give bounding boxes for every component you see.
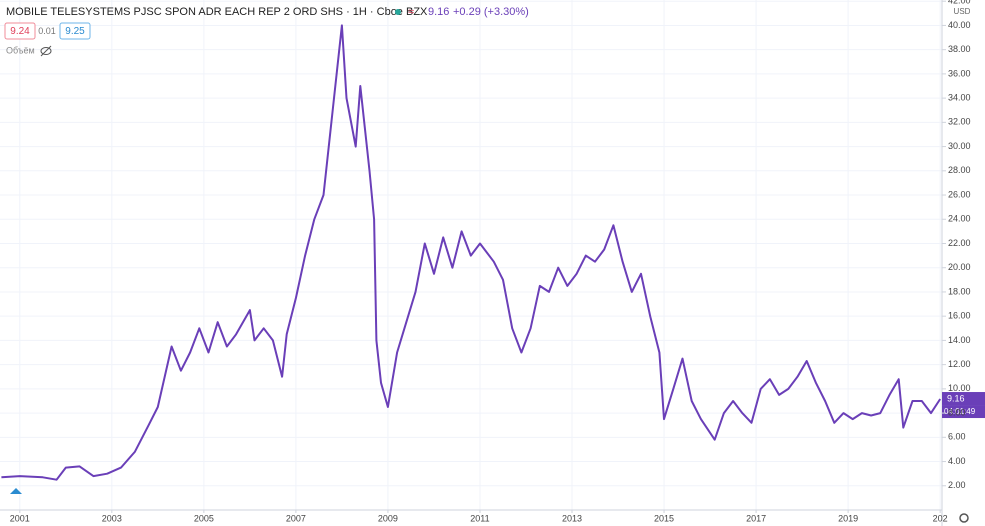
spread: 0.01 [38,26,56,36]
ask-box[interactable] [59,22,91,40]
status-dot [395,9,401,15]
x-tick-label: 2007 [286,513,306,523]
last-price: 9.16 [428,6,449,18]
y-tick-label: 30.00 [948,141,971,151]
bid: 9.24 [10,26,30,37]
last-price-tag [942,392,985,406]
volume-label: Объём [6,45,35,55]
y-tick-label: 34.00 [948,92,971,102]
y-tick-label: 40.00 [948,20,971,30]
x-tick-label: 2019 [838,513,858,523]
x-tick-label: 2017 [746,513,766,523]
x-tick-label: 2009 [378,513,398,523]
ask: 9.25 [65,26,85,37]
countdown-tag [942,405,985,419]
y-tick-label: 20.00 [948,262,971,272]
y-tick-label: 28.00 [948,165,971,175]
y-tick-label: 2.00 [948,480,966,490]
grid [0,0,942,510]
logo [10,488,22,494]
countdown-label: 04:01:49 [944,407,976,416]
hide-icon[interactable] [40,45,52,57]
x-tick-label: 2005 [194,513,214,523]
price-line [1,24,942,481]
settings-icon[interactable] [959,513,969,523]
y-tick-label: 10.00 [948,383,971,393]
y-tick-label: 36.00 [948,68,971,78]
y-tick-label: 38.00 [948,44,971,54]
y-tick-label: 18.00 [948,286,971,296]
x-tick-label: 2013 [562,513,582,523]
x-tick-label: 2011 [470,513,489,523]
y-tick-label: 14.00 [948,335,971,345]
status-icon: ≈ [408,6,414,18]
symbol-title: MOBILE TELESYSTEMS PJSC SPON ADR EACH RE… [6,6,428,18]
y-tick-label: 12.00 [948,359,971,369]
price-change: +0.29 (+3.30%) [453,6,529,18]
y-tick-label: 4.00 [948,456,966,466]
y-tick-label: 42.00 [948,0,971,6]
y-tick-label: 16.00 [948,311,971,321]
price-tags: 9.16 04:01:49 [942,392,985,419]
x-tick-label: 2001 [10,513,30,523]
x-tick-label: 202 [933,513,948,523]
y-tick-label: 32.00 [948,117,971,127]
y-tick-label: 22.00 [948,238,971,248]
x-tick-label: 2015 [654,513,674,523]
y-tick-label: 24.00 [948,214,971,224]
y-tick-label: 26.00 [948,189,971,199]
last-price-tag-label: 9.16 [947,393,965,403]
y-tick-label: 8.00 [948,407,966,417]
currency: USD [954,7,971,16]
y-tick-label: 6.00 [948,432,966,442]
plot [1,24,942,481]
bid-box[interactable] [4,22,36,40]
x-tick-label: 2003 [102,513,122,523]
